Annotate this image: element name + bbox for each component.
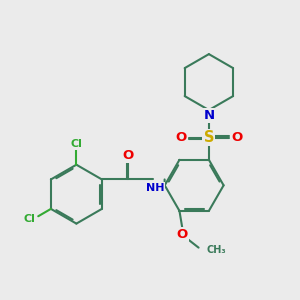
- Text: N: N: [203, 109, 214, 122]
- Text: O: O: [176, 131, 187, 144]
- Text: CH₃: CH₃: [207, 245, 226, 255]
- Text: O: O: [123, 149, 134, 162]
- Text: NH: NH: [146, 183, 164, 193]
- Text: S: S: [204, 130, 214, 145]
- Text: O: O: [231, 131, 242, 144]
- Text: Cl: Cl: [70, 139, 82, 149]
- Text: Cl: Cl: [24, 214, 36, 224]
- Text: O: O: [177, 229, 188, 242]
